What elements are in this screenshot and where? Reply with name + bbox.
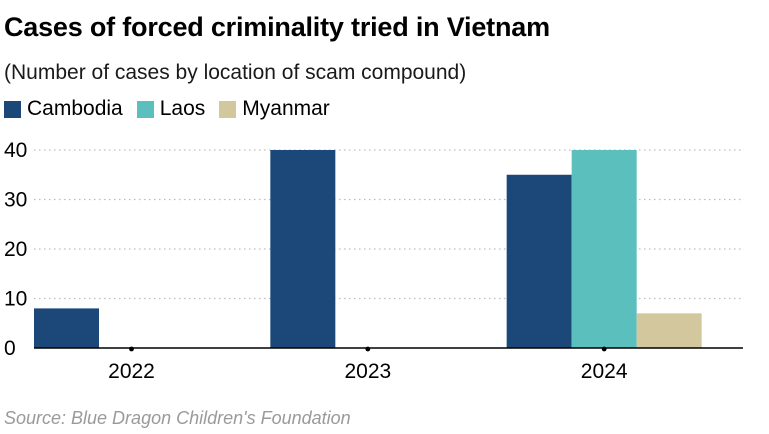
y-tick-label: 30 — [4, 189, 27, 212]
y-tick-label: 20 — [4, 238, 27, 261]
legend-label-laos: Laos — [159, 97, 206, 120]
x-tick-label: 2023 — [344, 360, 391, 383]
y-tick-label: 0 — [4, 337, 16, 360]
y-tick-label: 40 — [4, 139, 27, 162]
bar-cambodia-2022 — [34, 308, 99, 348]
bar-laos-2024 — [571, 150, 637, 348]
chart-title: Cases of forced criminality tried in Vie… — [4, 12, 550, 42]
x-tick-label: 2024 — [581, 360, 628, 383]
legend-swatch-myanmar — [219, 100, 237, 118]
legend-swatch-laos — [136, 100, 154, 118]
legend-label-cambodia: Cambodia — [27, 97, 123, 120]
legend-item-myanmar: Myanmar — [219, 97, 330, 121]
x-tick-label: 2022 — [108, 360, 155, 383]
chart-subtitle: (Number of cases by location of scam com… — [4, 61, 467, 84]
legend-item-cambodia: Cambodia — [4, 97, 123, 121]
source-note: Source: Blue Dragon Children's Foundatio… — [4, 408, 351, 428]
legend-item-laos: Laos — [136, 97, 206, 121]
legend-swatch-cambodia — [4, 100, 21, 118]
bar-myanmar-2024 — [636, 313, 702, 348]
bar-cambodia-2023 — [270, 150, 336, 348]
bar-cambodia-2024 — [506, 174, 572, 348]
legend: Cambodia Laos Myanmar — [4, 97, 344, 121]
legend-label-myanmar: Myanmar — [242, 97, 330, 120]
y-tick-label: 10 — [4, 288, 27, 311]
